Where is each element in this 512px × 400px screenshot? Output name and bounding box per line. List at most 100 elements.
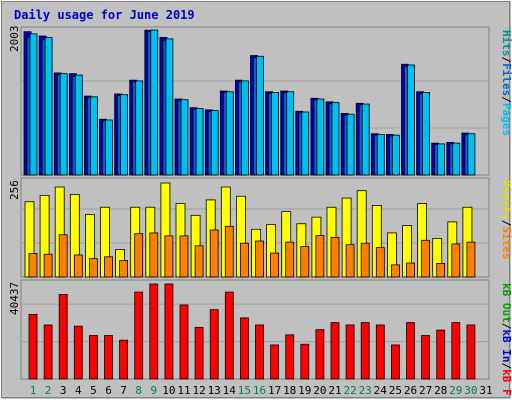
bar-kb-f-day-4 (73, 325, 83, 380)
bar-kb-f-day-3 (58, 294, 68, 380)
x-axis-labels: 1 2 3 4 5 6 7 8 9 10 11 12 13 14 15 16 17 18 19 20 21 22 23 24 2… (30, 384, 493, 397)
x-label-day-24: 24 (374, 384, 388, 397)
bar-sites-day-9 (149, 232, 159, 278)
bar-hits-day-24 (376, 134, 385, 176)
bar-kb-f-day-21 (330, 322, 340, 380)
bar-kb-f-day-17 (270, 344, 280, 380)
bar-hits-day-27 (422, 92, 431, 176)
hits-panel-legend: Hits/Files/Pages (500, 30, 512, 136)
bar-sites-day-25 (390, 264, 400, 278)
x-label-day-10: 10 (162, 384, 175, 397)
bar-kb-f-day-6 (104, 335, 113, 380)
legend-slash: / (500, 323, 512, 330)
bar-kb-f-day-24 (375, 324, 385, 380)
bar-hits-day-22 (346, 113, 355, 176)
bar-sites-day-2 (43, 253, 53, 278)
bar-hits-day-3 (59, 73, 68, 176)
x-label-day-14: 14 (223, 384, 237, 397)
legend-kb-out: kB Out (500, 283, 512, 323)
bar-kb-f-day-30 (466, 324, 476, 380)
x-label-day-6: 6 (105, 384, 112, 397)
bar-sites-day-11 (179, 235, 189, 278)
bar-kb-f-day-10 (164, 283, 174, 380)
bar-sites-day-14 (224, 225, 234, 278)
bar-sites-day-3 (58, 234, 68, 278)
x-label-day-31: 31 (479, 384, 492, 397)
kbytes-ymax-label: 40437 (8, 282, 21, 315)
bar-hits-day-1 (29, 33, 38, 176)
legend-kb-in: kB In (500, 329, 512, 362)
bar-kb-f-day-14 (224, 291, 234, 380)
bar-kb-f-day-2 (43, 324, 53, 380)
hits-ymax-label: 2003 (8, 26, 21, 53)
bar-kb-f-day-1 (28, 313, 38, 380)
bar-sites-day-19 (300, 246, 310, 278)
bar-sites-day-23 (360, 242, 370, 278)
visits-panel-legend: Visits/Sites (500, 180, 512, 260)
legend-slash: / (500, 96, 512, 103)
bar-kb-f-day-5 (89, 335, 98, 380)
bars-group (23, 29, 476, 380)
x-label-day-23: 23 (359, 384, 372, 397)
legend-slash: / (500, 363, 512, 370)
bar-hits-day-14 (225, 91, 234, 176)
legend-kb-f: kB F (500, 369, 512, 396)
bar-hits-day-29 (452, 142, 461, 176)
x-label-day-26: 26 (404, 384, 417, 397)
bar-hits-day-10 (165, 38, 174, 176)
bar-hits-day-11 (180, 99, 189, 176)
x-label-day-28: 28 (434, 384, 447, 397)
bar-sites-day-22 (345, 244, 355, 278)
legend-slash: / (500, 220, 512, 227)
bar-kb-f-day-13 (209, 309, 219, 380)
bar-hits-day-28 (437, 143, 446, 176)
bar-hits-day-19 (301, 111, 310, 176)
bar-hits-day-7 (120, 94, 128, 176)
bar-hits-day-18 (286, 91, 295, 176)
kbytes-panel-legend: kB Out/kB In/kB F (500, 283, 512, 396)
x-label-day-17: 17 (268, 384, 281, 397)
chart-title: Daily usage for June 2019 (14, 8, 195, 22)
legend-files: Files (500, 63, 512, 96)
x-label-day-7: 7 (120, 384, 127, 397)
x-label-day-3: 3 (60, 384, 67, 397)
bar-hits-day-2 (44, 37, 53, 176)
legend-sites: Sites (500, 226, 512, 259)
bar-hits-day-30 (467, 133, 476, 176)
bar-kb-f-day-27 (421, 335, 431, 380)
bar-kb-f-day-25 (390, 344, 400, 380)
bar-kb-f-day-16 (255, 324, 264, 380)
x-label-day-30: 30 (464, 384, 477, 397)
bar-sites-day-28 (436, 263, 446, 278)
bar-sites-day-6 (104, 256, 113, 278)
bar-sites-day-24 (375, 247, 385, 278)
bar-hits-day-4 (74, 74, 83, 176)
bar-sites-day-16 (255, 240, 264, 278)
x-label-day-25: 25 (389, 384, 402, 397)
bar-sites-day-13 (209, 229, 219, 278)
x-label-day-11: 11 (177, 384, 190, 397)
x-label-day-5: 5 (90, 384, 97, 397)
bar-hits-day-17 (271, 92, 280, 176)
bar-hits-day-20 (316, 98, 325, 176)
bar-hits-day-6 (105, 119, 113, 176)
bar-hits-day-12 (195, 107, 204, 176)
x-label-day-21: 21 (328, 384, 341, 397)
legend-visits: Visits (500, 180, 512, 220)
bar-sites-day-12 (194, 245, 204, 278)
x-label-day-1: 1 (30, 384, 37, 397)
bar-hits-day-26 (407, 64, 415, 176)
bar-kb-f-day-20 (315, 329, 325, 380)
x-label-day-12: 12 (192, 384, 205, 397)
bar-hits-day-13 (210, 110, 219, 176)
bar-sites-day-18 (285, 241, 295, 278)
bar-sites-day-20 (315, 235, 325, 278)
legend-slash: / (500, 57, 512, 64)
bar-sites-day-4 (73, 254, 83, 278)
x-label-day-4: 4 (75, 384, 82, 397)
bar-hits-day-16 (256, 55, 264, 176)
bar-hits-day-8 (135, 80, 144, 176)
